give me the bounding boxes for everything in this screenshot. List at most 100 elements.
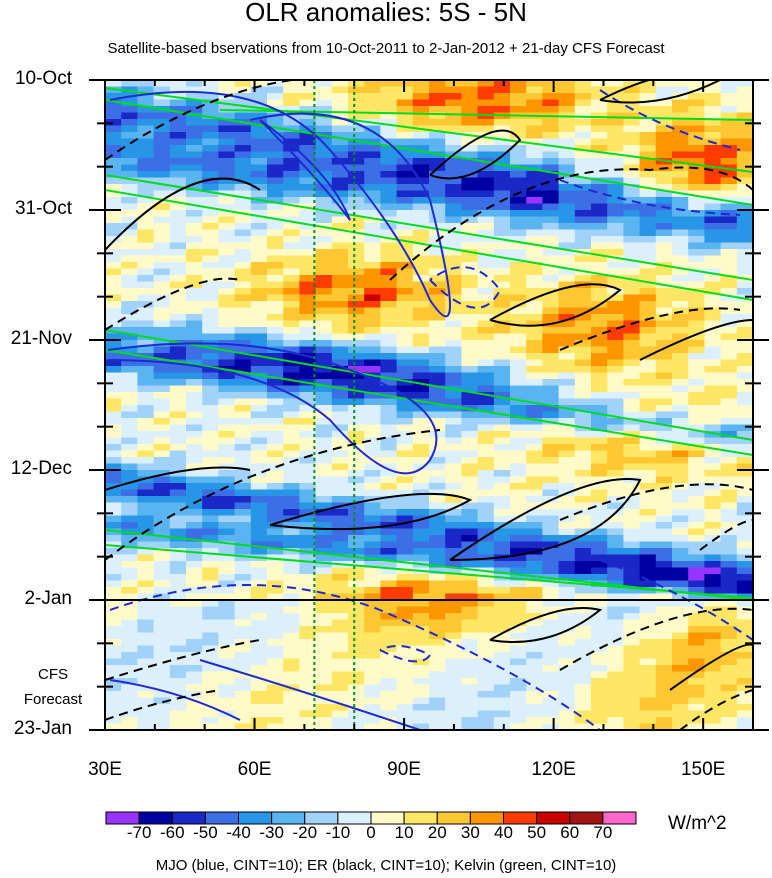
heat-cell (299, 626, 317, 634)
heat-cell (412, 522, 430, 530)
heat-cell (331, 288, 349, 296)
heat-cell (218, 470, 236, 478)
heat-cell (461, 450, 479, 458)
heat-cell (250, 483, 268, 491)
heat-cell (445, 619, 462, 627)
heat-cell (202, 619, 219, 627)
heat-cell (412, 106, 430, 114)
heat-cell (412, 457, 430, 465)
heat-cell (639, 86, 657, 94)
heat-cell (137, 132, 155, 140)
heat-cell (623, 242, 641, 250)
heat-cell (477, 658, 495, 666)
heat-cell (250, 645, 268, 653)
heat-cell (412, 275, 430, 283)
heat-cell (267, 665, 284, 673)
heat-cell (461, 515, 479, 523)
heat-cell (542, 119, 560, 127)
heat-cell (639, 93, 657, 101)
heat-cell (186, 489, 203, 497)
heat-cell (639, 294, 657, 302)
contour-line (449, 478, 642, 561)
heat-cell (720, 242, 738, 250)
heat-cell (283, 554, 300, 562)
heat-cell (299, 632, 317, 640)
heat-cell (218, 652, 236, 660)
heat-cell (202, 684, 219, 692)
heat-cell (526, 444, 543, 452)
heat-cell (461, 112, 479, 120)
heat-cell (315, 392, 333, 400)
heat-cell (655, 138, 673, 146)
heat-cell (688, 385, 705, 393)
heat-cell (121, 216, 138, 224)
heat-cell (153, 691, 171, 699)
heat-cell (121, 281, 138, 289)
heat-cell (688, 288, 705, 296)
contour-line (599, 559, 753, 641)
heat-cell (331, 580, 349, 588)
heat-cell (250, 691, 268, 699)
heat-cell (461, 619, 479, 627)
heat-cell (299, 268, 317, 276)
heat-cell (121, 151, 138, 159)
heat-cell (396, 301, 414, 309)
heat-cell (283, 268, 300, 276)
heat-cell (688, 340, 705, 348)
heat-cell (121, 164, 138, 172)
heat-cell (445, 405, 462, 413)
contour-line (105, 174, 753, 281)
heat-cell (169, 138, 187, 146)
heat-cell (704, 320, 722, 328)
heat-cell (526, 177, 543, 185)
heat-cell (607, 106, 624, 114)
heat-cell (202, 418, 219, 426)
heat-cell (607, 93, 624, 101)
heat-cell (283, 190, 300, 198)
heat-cell (574, 327, 592, 335)
heat-cell (704, 405, 722, 413)
heat-cell (461, 632, 479, 640)
heat-cell (639, 483, 657, 491)
heat-cell (364, 314, 381, 322)
heat-cell (493, 177, 511, 185)
heat-cell (412, 476, 430, 484)
heat-cell (639, 658, 657, 666)
heat-cell (202, 567, 219, 575)
heat-cell (250, 288, 268, 296)
contour-line (639, 319, 753, 361)
heat-cell (283, 177, 300, 185)
heat-cell (250, 502, 268, 510)
heat-cell (380, 132, 398, 140)
heat-cell (153, 151, 171, 159)
heat-cell (283, 119, 300, 127)
heat-cell (348, 190, 365, 198)
heat-cell (137, 171, 155, 179)
heat-cell (510, 346, 527, 354)
heat-cell (348, 255, 365, 263)
heat-cell (623, 333, 641, 341)
heat-cell (202, 249, 219, 257)
heat-cell (364, 704, 381, 712)
heat-cell (574, 320, 592, 328)
heat-cell (348, 574, 365, 582)
heat-cell (315, 164, 333, 172)
heat-cell (315, 691, 333, 699)
heat-cell (655, 418, 673, 426)
heat-cell (202, 93, 219, 101)
heat-cell (283, 489, 300, 497)
heat-cell (267, 223, 284, 231)
heat-cell (558, 119, 576, 127)
heat-cell (429, 268, 446, 276)
heat-cell (299, 658, 317, 666)
heat-cell (655, 463, 673, 471)
heat-cell (526, 138, 543, 146)
colorbar-label: 70 (593, 823, 613, 842)
heat-cell (250, 164, 268, 172)
heat-cell (477, 106, 495, 114)
heat-cell (591, 515, 608, 523)
heat-cell (137, 606, 155, 614)
heat-cell (331, 307, 349, 315)
heat-cell (283, 561, 300, 569)
heat-cell (218, 223, 236, 231)
